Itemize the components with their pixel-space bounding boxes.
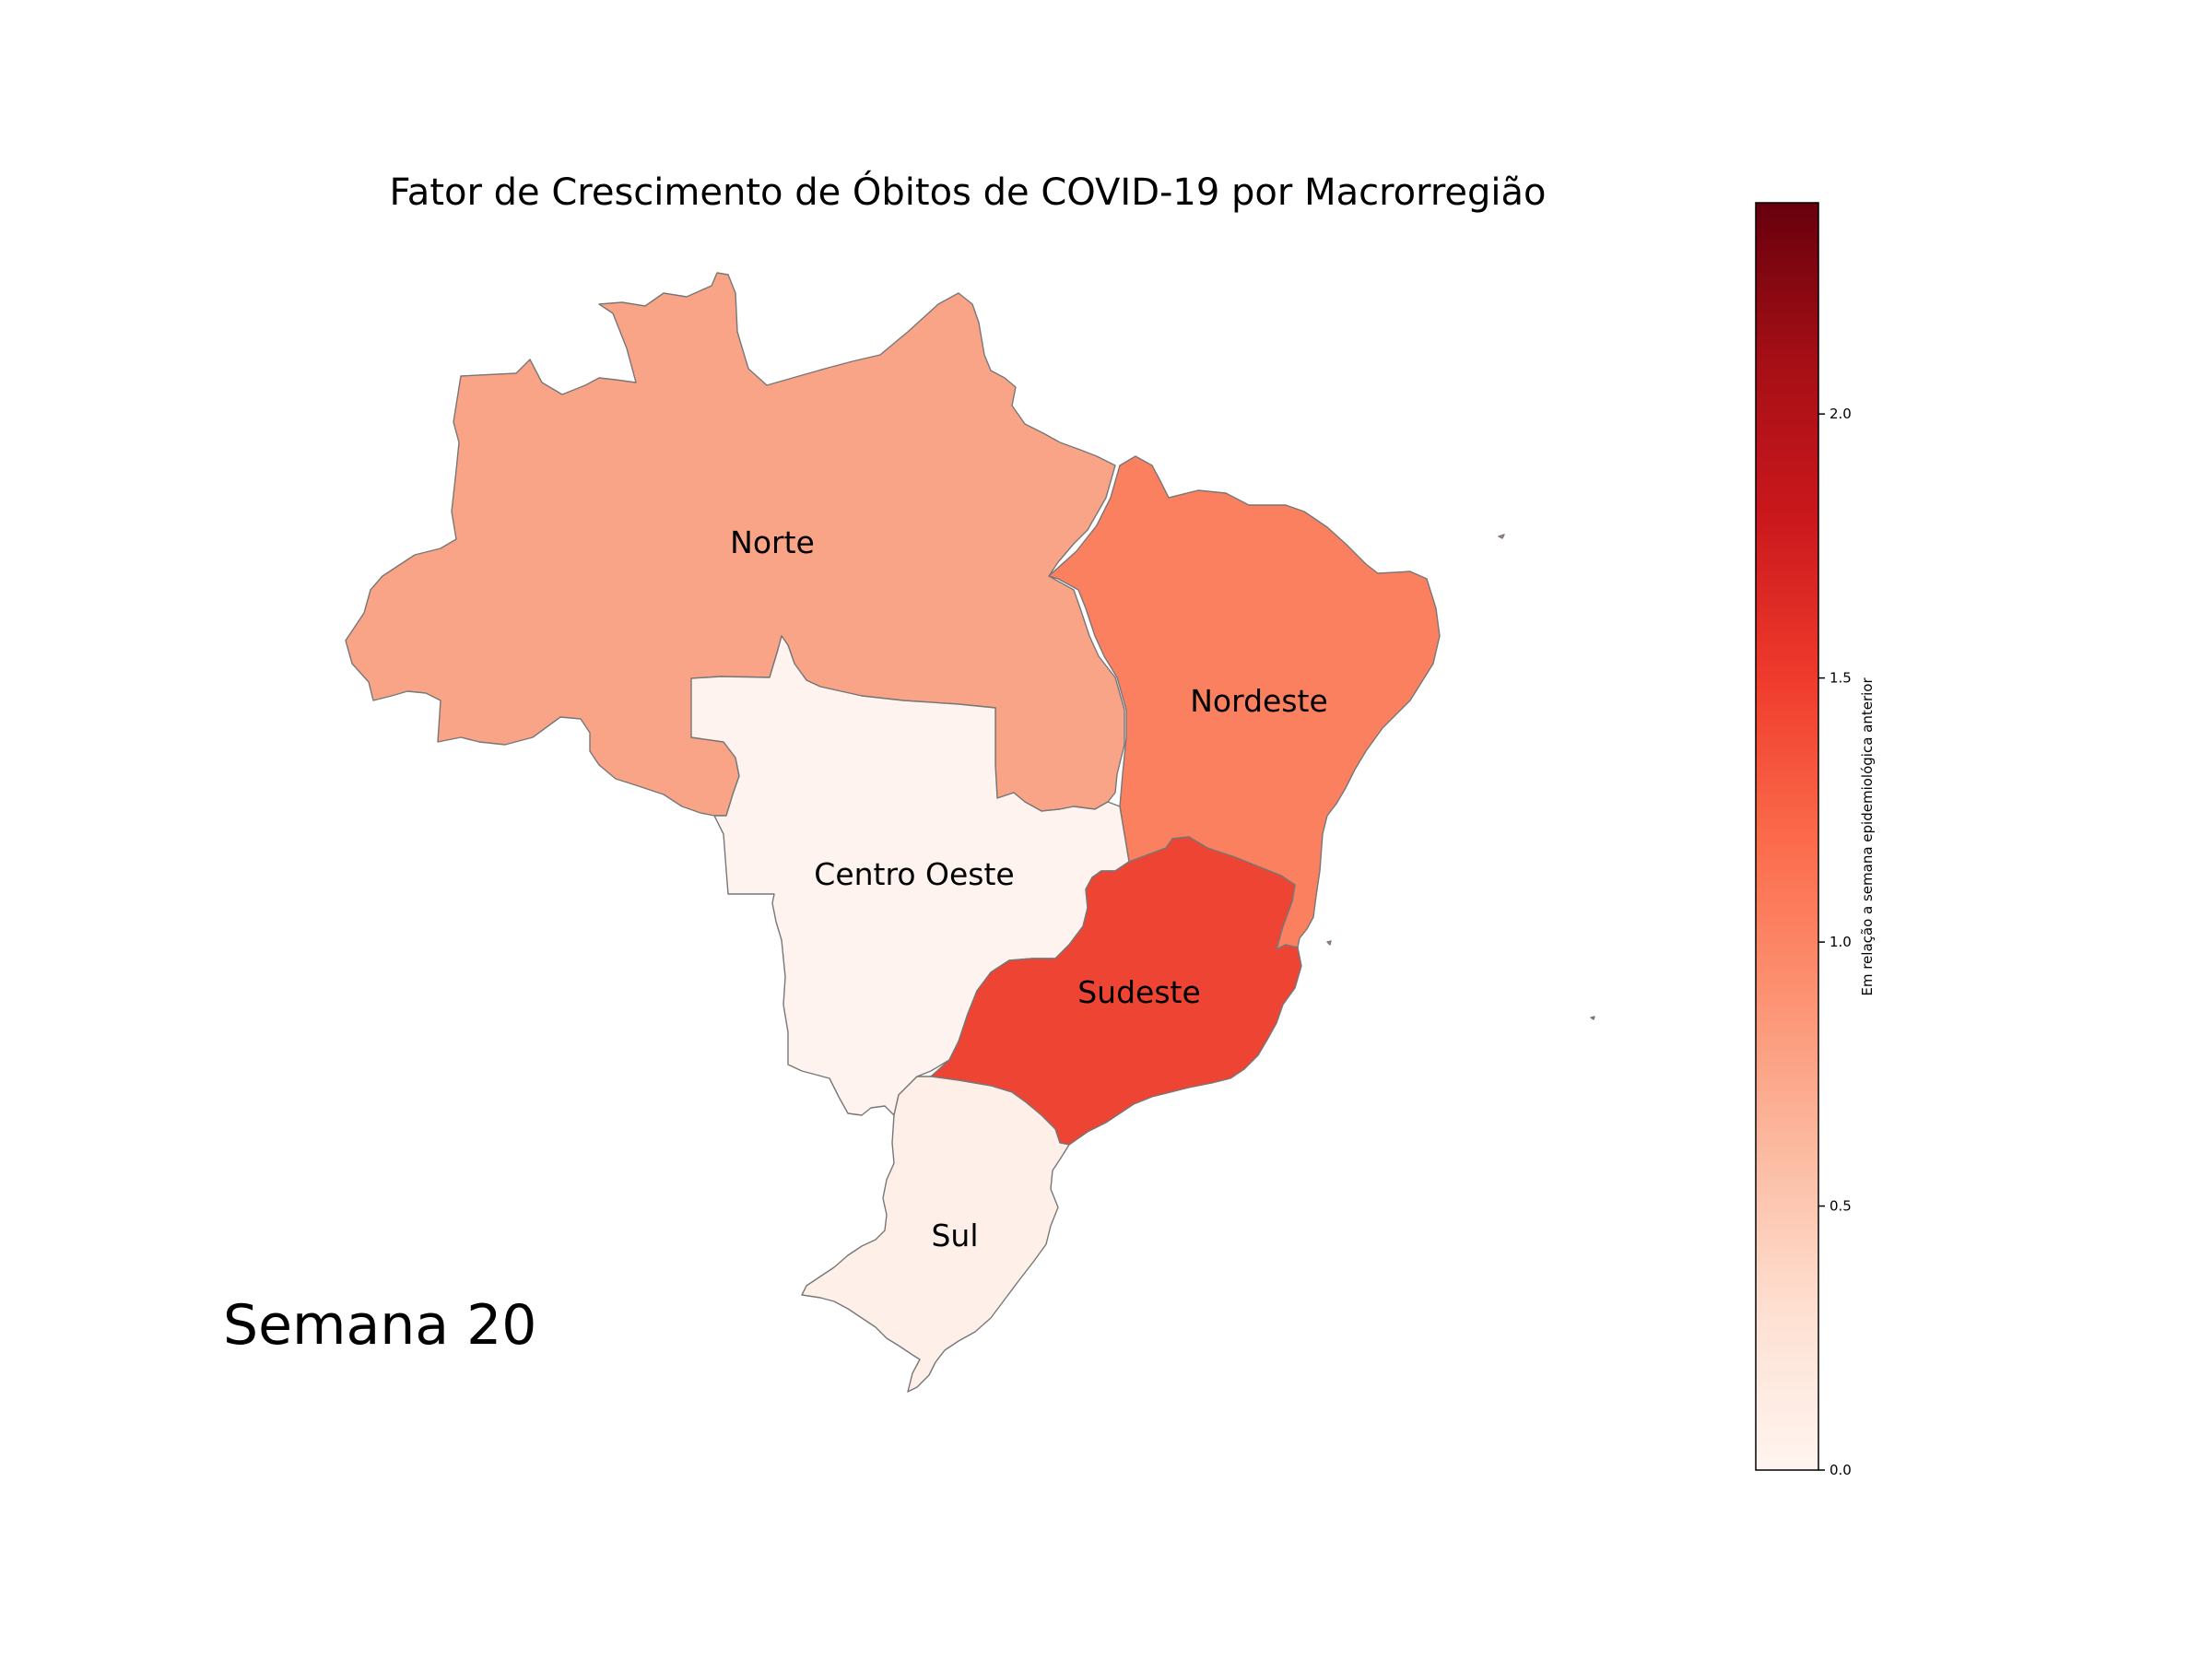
colorbar-ticks: 0.0 0.5 1.0 1.5 2.0 xyxy=(1818,406,1852,1478)
region-label-sudeste: Sudeste xyxy=(1077,974,1201,1010)
region-label-sul: Sul xyxy=(931,1218,978,1253)
colorbar-tick-label: 1.0 xyxy=(1830,934,1852,950)
island-trindade xyxy=(1590,1016,1595,1020)
colorbar-tick-label: 0.0 xyxy=(1830,1462,1852,1478)
colorbar-gradient xyxy=(1755,202,1819,1471)
colorbar-label: Em relação a semana epidemiológica anter… xyxy=(1859,677,1876,996)
colorbar: 0.0 0.5 1.0 1.5 2.0 Em relação a semana epid… xyxy=(1755,202,1876,1478)
map-title: Fator de Crescimento de Óbitos de COVID-… xyxy=(389,170,1546,214)
week-label: Semana 20 xyxy=(223,1293,536,1358)
colorbar-tick-label: 2.0 xyxy=(1830,406,1852,422)
region-sudeste[interactable] xyxy=(930,836,1302,1146)
colorbar-tick-label: 0.5 xyxy=(1830,1198,1852,1215)
region-sul[interactable] xyxy=(801,1076,1070,1393)
colorbar-tick-label: 1.5 xyxy=(1830,670,1852,687)
region-label-norte: Norte xyxy=(730,524,815,560)
region-label-nordeste: Nordeste xyxy=(1190,683,1328,719)
island-fernando-de-noronha xyxy=(1498,534,1505,539)
region-labels: Norte Nordeste Centro Oeste Sudeste Sul xyxy=(730,524,1328,1253)
regions-layer xyxy=(345,272,1595,1393)
island-abrolhos xyxy=(1326,940,1332,946)
region-label-centro-oeste: Centro Oeste xyxy=(814,856,1014,892)
